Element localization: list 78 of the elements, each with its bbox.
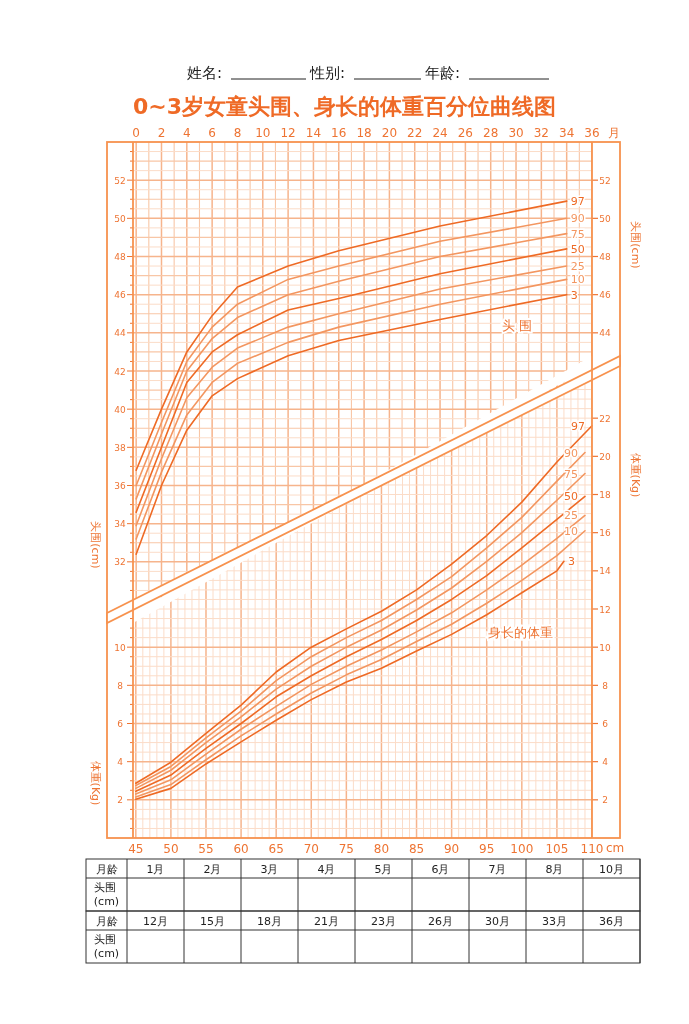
x-tick-label: 2 (157, 126, 166, 140)
region-label: 头 围 (501, 318, 533, 333)
x-tick-label: 32 (533, 126, 549, 140)
y-tick-label: 2 (117, 795, 123, 806)
x-tick-label: 24 (432, 126, 448, 140)
y-tick-label: 50 (114, 213, 126, 224)
text: 姓名: (187, 64, 223, 82)
y2-tick-label: 14 (599, 566, 611, 577)
chart-title: 0~3岁女童头围、身长的体重百分位曲线图 (132, 94, 557, 119)
y2-tick-label: 8 (602, 680, 609, 691)
y2-tick-label: 2 (602, 795, 608, 806)
y-tick-label: 36 (114, 481, 126, 491)
x-tick-label: 8 (233, 126, 242, 140)
x-tick-label: 12 (280, 126, 296, 140)
y-tick-label: 48 (114, 252, 126, 262)
y-tick-label: 42 (114, 366, 126, 377)
x-tick-label: 22 (407, 126, 423, 140)
y2-tick-label: 20 (599, 451, 611, 462)
y-tick-label: 40 (114, 404, 126, 415)
text: 性别: (309, 64, 346, 82)
x-tick-label: 85 (408, 842, 425, 856)
x-tick-label: 0 (132, 126, 140, 140)
y-tick-label: 8 (117, 680, 124, 691)
x-tick-label: 105 (545, 842, 569, 856)
y-tick-label: 34 (114, 519, 126, 530)
y-tick-label: 52 (114, 175, 126, 186)
y2-tick-label: 10 (599, 642, 611, 653)
y2-tick-label: 12 (599, 604, 611, 615)
y-tick-label: 46 (114, 290, 126, 301)
y2-tick-label: 50 (599, 213, 611, 224)
y-tick-label: 44 (114, 328, 126, 339)
x-tick-label: 75 (338, 842, 354, 856)
y2-tick-label: 6 (602, 719, 609, 729)
x-tick-label: 50 (163, 842, 179, 856)
x-tick-label: 100 (510, 842, 534, 856)
x-tick-label: 28 (483, 126, 499, 140)
x-tick-label: 36 (584, 126, 600, 140)
x-tick-label: 30 (508, 126, 524, 140)
y2-tick-label: 22 (599, 413, 611, 424)
x-tick-label: 65 (268, 842, 284, 856)
x-tick-label: 14 (305, 126, 322, 140)
x-tick-label: 16 (331, 126, 347, 140)
x-tick-label: 95 (479, 842, 495, 856)
x-tick-label: 45 (128, 842, 144, 856)
x-tick-label: 6 (208, 126, 216, 140)
y-tick-label: 6 (117, 719, 124, 729)
y-tick-label: 4 (117, 757, 124, 768)
x-axis-title: cm (606, 841, 625, 855)
region-label: 身长的体重 (487, 625, 553, 640)
y-tick-label: 38 (114, 442, 126, 453)
y2-axis-title: 头围(cm) (629, 221, 642, 269)
x-tick-label: 4 (182, 126, 191, 140)
x-tick-label: 34 (559, 126, 575, 140)
y-tick-label: 32 (114, 557, 126, 568)
y2-tick-label: 46 (599, 290, 611, 301)
y2-tick-label: 44 (599, 328, 611, 339)
x-tick-label: 60 (233, 842, 249, 856)
x-tick-label: 10 (255, 126, 271, 140)
y2-tick-label: 18 (599, 490, 611, 500)
text: 年龄: (425, 64, 461, 82)
y2-tick-label: 48 (599, 252, 611, 262)
x-tick-label: 18 (356, 126, 372, 140)
x-tick-label: 90 (443, 842, 460, 856)
x-tick-label: 20 (381, 126, 398, 140)
y-tick-label: 10 (114, 642, 126, 653)
x-tick-label: 55 (198, 842, 214, 856)
x-tick-label: 110 (580, 842, 604, 856)
y-axis-title: 头围(cm) (89, 521, 102, 569)
x-tick-label: 70 (303, 842, 319, 856)
y2-tick-label: 16 (599, 528, 611, 539)
y-axis-title: 体重(Kg) (89, 760, 102, 806)
table: 月龄 1月 2月 3月 4月 5月 6月 7月 8月 10月 头围 (cm) 月龄 12月 15月 18月 21月 23月 26月 30月 33月 36月 头围 (cm) (85, 858, 641, 964)
x-tick-label: 26 (457, 126, 474, 140)
x-tick-label: 80 (373, 842, 390, 856)
x-axis-title: 月 (608, 126, 620, 140)
y2-axis-title: 体重(Kg) (629, 452, 642, 498)
y2-tick-label: 4 (602, 757, 609, 768)
y2-tick-label: 52 (599, 175, 611, 186)
